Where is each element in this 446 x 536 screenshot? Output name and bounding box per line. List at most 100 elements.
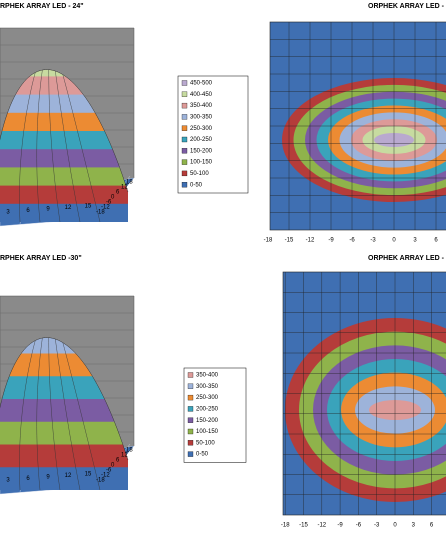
x-tick-label: -6 [349,238,355,244]
x-tick-label: 15 [85,472,92,478]
legend-swatch [181,170,188,177]
legend-label: 300-350 [190,114,213,120]
legend-swatch [187,372,194,378]
x-tick-label: -15 [285,238,294,244]
chart-title: RPHEK ARRAY LED -30" [0,255,82,262]
legend-label: 400-450 [190,92,213,98]
legend-swatch [187,451,194,457]
x-tick-label: 0 [392,238,396,244]
legend-label: 200-250 [196,406,219,412]
x-tick-label: 15 [85,204,92,210]
legend-label: 250-300 [190,126,213,132]
bell-outline [0,69,129,193]
surface-band [0,167,128,187]
x-tick-label: -15 [299,523,308,529]
legend-label: 100-150 [190,160,213,166]
x-tick-label: 6 [434,238,438,244]
legend-swatch [181,159,188,165]
x-tick-label: 3 [412,523,416,529]
contour-plot [283,272,446,515]
bell-outline [0,337,129,461]
legend-label: 250-300 [196,395,219,401]
surface-band [0,149,128,168]
legend-swatch [187,394,194,401]
mesh-line [49,69,81,222]
y-tick-label: -6 [106,200,112,206]
mesh-line [49,337,81,490]
legend-label: 450-500 [190,81,213,87]
legend-swatch [181,114,188,120]
legend-label: 50-100 [196,440,215,446]
legend-label: 0-50 [196,452,209,458]
x-tick-label: 3 [413,238,417,244]
x-tick-label: 6 [26,208,30,214]
legend-swatch [181,102,188,109]
y-tick-label: 0 [111,195,115,201]
x-tick-label: -3 [370,238,376,244]
x-tick-label: 9 [46,475,50,481]
chart-title: ORPHEK ARRAY LED - 3 [368,255,446,262]
x-tick-label: -12 [306,238,315,244]
x-tick-label: 12 [65,205,72,211]
x-tick-label: -18 [281,523,290,529]
chart-title: ORPHEK ARRAY LED - 2 [368,3,446,10]
mesh-line [36,337,51,490]
y-tick-label: 6 [116,458,120,464]
y-tick-label: 12 [121,185,128,191]
surface-band [0,112,128,132]
legend-swatch [181,182,188,188]
x-tick-label: -9 [337,523,343,529]
y-tick-label: 6 [116,190,120,196]
x-tick-label: -12 [317,523,326,529]
legend-swatch [187,406,194,412]
legend-swatch [181,125,188,131]
legend-label: 0-50 [190,182,203,188]
plot-border [269,21,446,231]
x-tick-label: 6 [430,523,434,529]
x-tick-label: 3 [6,478,10,484]
legend-swatch [187,428,194,435]
legend-box [183,367,247,463]
legend-swatch [187,417,194,423]
x-tick-label: -3 [374,523,380,529]
mesh-line [19,69,51,222]
x-tick-label: -18 [264,238,273,244]
legend-box [177,75,249,194]
legend-label: 200-250 [190,137,213,143]
mesh-line [48,337,61,490]
legend-label: 100-150 [196,429,219,435]
surface-band [0,185,128,205]
mesh-line [36,69,51,222]
legend-swatch [181,136,188,143]
y-tick-label: 12 [121,453,128,459]
surface-band [0,399,128,423]
mesh-line [48,69,61,222]
legend-label: 150-200 [190,148,213,154]
chart-title: RPHEK ARRAY LED - 24" [0,3,84,10]
surface-band [0,131,128,150]
y-tick-label: -12 [101,205,110,211]
x-tick-label: 12 [65,473,72,479]
y-tick-label: 18 [126,180,133,186]
x-tick-label: 6 [26,476,30,482]
mesh-line [19,337,51,490]
x-tick-label: -9 [328,238,334,244]
surface-band [0,203,128,222]
surface-band [0,421,128,445]
plot-border [282,271,446,516]
surface-band [0,444,128,468]
legend-swatch [181,91,188,97]
legend-label: 350-400 [196,373,219,379]
legend-swatch [187,383,194,389]
legend-label: 300-350 [196,384,219,390]
contour-plot [270,22,446,230]
legend-label: 350-400 [190,103,213,109]
y-tick-label: -18 [96,478,105,484]
x-tick-label: 9 [46,207,50,213]
y-tick-label: -18 [96,210,105,216]
x-tick-label: 0 [393,523,397,529]
x-tick-label: 3 [6,210,10,216]
